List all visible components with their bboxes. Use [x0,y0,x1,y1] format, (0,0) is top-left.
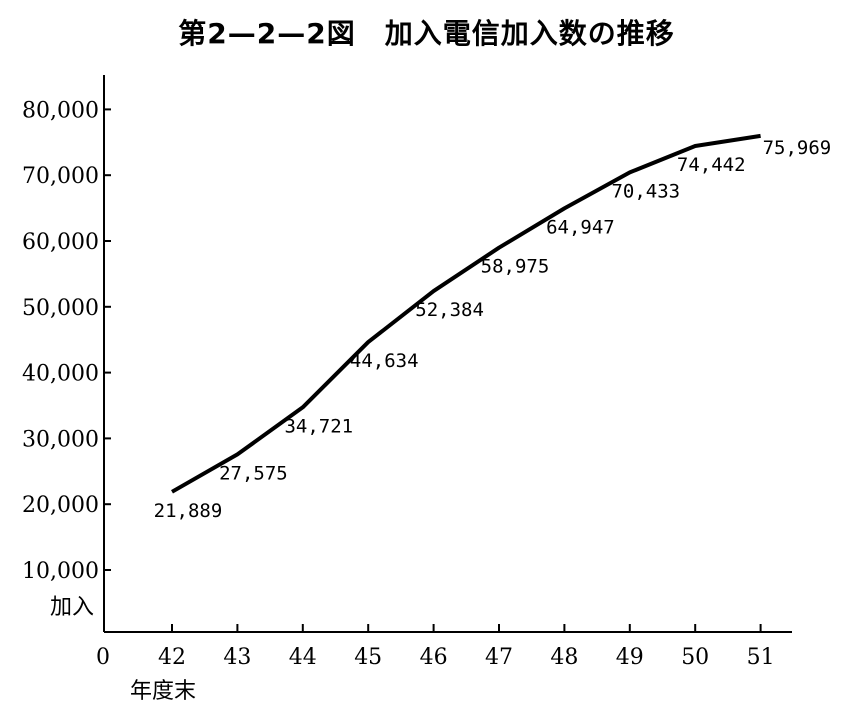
x-ticks: 42 43 44 45 46 47 48 49 50 51 [158,624,775,670]
data-label: 34,721 [284,415,353,437]
y-tick-label: 70,000 [22,164,99,189]
series-line-group [171,133,761,494]
data-label: 75,969 [763,137,832,159]
chart-title: 第2—2—2図 加入電信加入数の推移 [178,17,675,50]
data-label: 70,433 [611,180,680,202]
x-tick-label: 49 [616,645,644,670]
y-axis-title: 加入 [50,595,94,620]
data-label: 58,975 [481,256,550,278]
y-tick-label: 80,000 [22,98,99,123]
data-label: 44,634 [350,350,419,372]
origin-label: 0 [96,645,110,670]
y-ticks: 10,000 20,000 30,000 40,000 50,000 60,000 70,0… [22,98,111,584]
data-label: 74,442 [677,154,746,176]
y-tick-label: 20,000 [22,493,99,518]
data-labels: 21,889 27,575 34,721 44,634 52,384 58,975 64,9… [154,137,832,522]
x-tick-label: 51 [747,645,775,670]
data-label: 21,889 [154,500,223,522]
x-tick-label: 46 [420,645,448,670]
x-tick-label: 47 [485,645,513,670]
x-tick-label: 48 [550,645,578,670]
data-label: 27,575 [219,462,288,484]
y-tick-label: 60,000 [22,230,99,255]
data-label: 64,947 [546,216,615,238]
x-tick-label: 44 [289,645,317,670]
x-tick-label: 42 [158,645,186,670]
y-tick-label: 50,000 [22,296,99,321]
y-tick-label: 40,000 [22,362,99,387]
data-label: 52,384 [415,299,484,321]
x-axis-title: 年度末 [130,679,196,704]
x-tick-label: 43 [223,645,251,670]
series-line [171,133,761,494]
x-tick-label: 50 [681,645,709,670]
x-tick-label: 45 [354,645,382,670]
y-tick-label: 10,000 [22,559,99,584]
y-tick-label: 30,000 [22,427,99,452]
